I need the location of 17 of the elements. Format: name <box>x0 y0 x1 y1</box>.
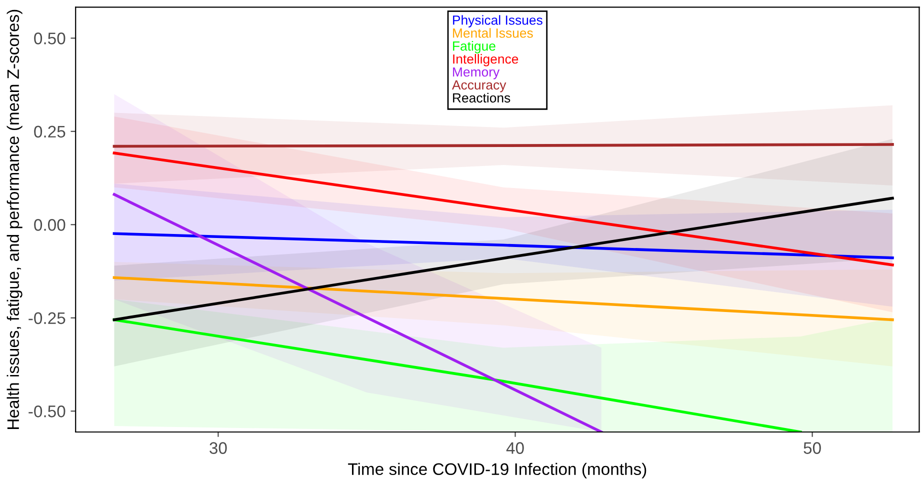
text: Memory <box>453 67 500 80</box>
y-tick-label: 0.50 <box>34 32 66 44</box>
text: Physical Issues <box>453 15 542 28</box>
y-tick-label: 0.25 <box>34 126 66 138</box>
y-tick-label: -0.50 <box>28 406 66 418</box>
text: Fatigue <box>453 41 496 54</box>
y-axis-title: Health issues, fatigue, and performance (mean Z-scores) <box>6 10 22 429</box>
text: Reactions <box>453 92 510 103</box>
y-tick-label: 0.00 <box>34 219 66 231</box>
text: Intelligence <box>453 54 518 66</box>
x-tick-label: 30 <box>210 442 227 454</box>
x-tick-label: 50 <box>804 442 821 454</box>
x-axis-title: Time since COVID-19 Infection (months) <box>348 462 646 478</box>
text: Accuracy <box>452 80 506 92</box>
x-tick-label: 40 <box>506 442 524 454</box>
y-tick-label: -0.25 <box>28 312 66 324</box>
text: Mental Issues <box>453 28 533 38</box>
